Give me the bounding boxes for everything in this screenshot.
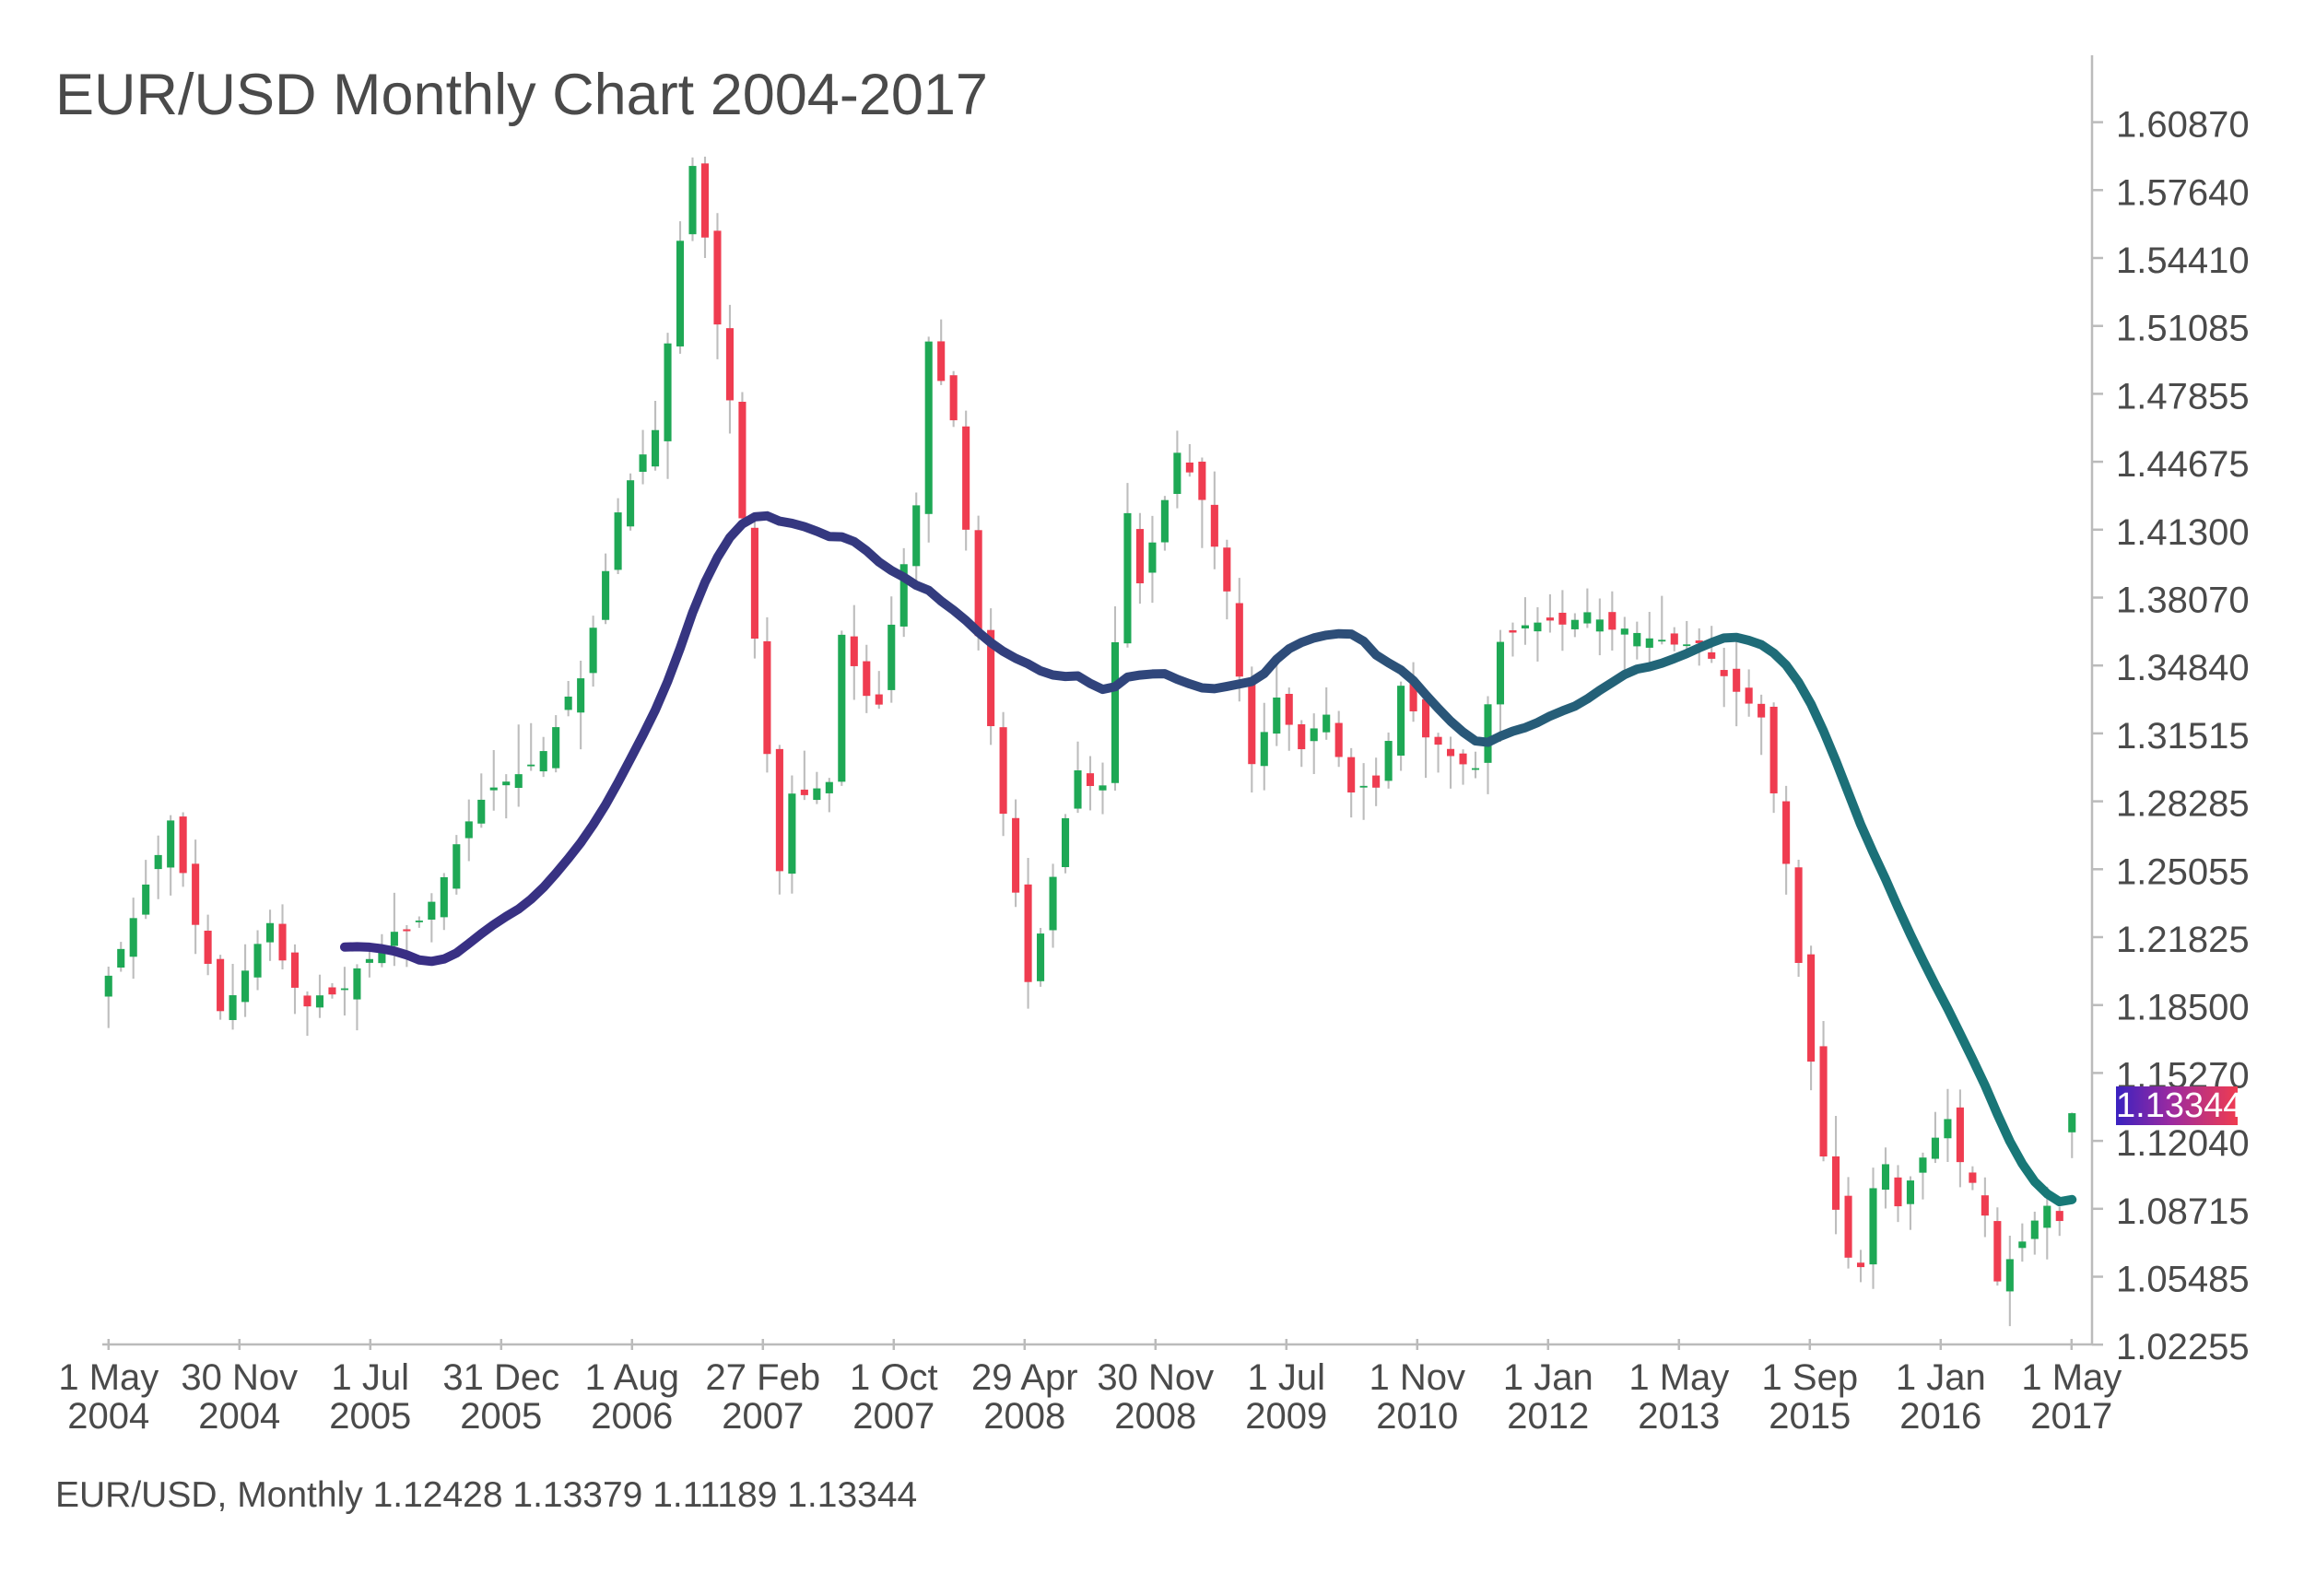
svg-text:1.41300: 1.41300 [2116,512,2250,553]
svg-text:2006: 2006 [591,1396,673,1437]
svg-text:1 Nov: 1 Nov [1369,1357,1466,1398]
svg-text:2005: 2005 [329,1396,411,1437]
svg-text:1.38070: 1.38070 [2116,581,2250,621]
svg-text:1.51085: 1.51085 [2116,309,2250,349]
svg-text:1 Jul: 1 Jul [1248,1357,1326,1398]
svg-text:1.18500: 1.18500 [2116,988,2250,1028]
svg-text:1 Jan: 1 Jan [1896,1357,1986,1398]
svg-text:1.34840: 1.34840 [2116,648,2250,688]
svg-text:30 Nov: 30 Nov [181,1357,298,1398]
svg-text:1 Jul: 1 Jul [332,1357,410,1398]
svg-text:1.05485: 1.05485 [2116,1260,2250,1300]
svg-text:1 May: 1 May [1628,1357,1729,1398]
svg-text:1.54410: 1.54410 [2116,241,2250,281]
svg-text:1.28285: 1.28285 [2116,784,2250,825]
svg-text:1 Aug: 1 Aug [585,1357,679,1398]
svg-text:2015: 2015 [1769,1396,1851,1437]
svg-text:1.57640: 1.57640 [2116,172,2250,213]
svg-text:1 May: 1 May [2021,1357,2122,1398]
svg-text:2004: 2004 [67,1396,149,1437]
svg-text:1.44675: 1.44675 [2116,444,2250,485]
svg-text:1.21825: 1.21825 [2116,920,2250,960]
svg-text:1.25055: 1.25055 [2116,851,2250,892]
svg-text:1 Jan: 1 Jan [1503,1357,1593,1398]
svg-text:2009: 2009 [1245,1396,1327,1437]
svg-text:1.12040: 1.12040 [2116,1123,2250,1164]
svg-text:2012: 2012 [1507,1396,1589,1437]
svg-text:1.47855: 1.47855 [2116,376,2250,417]
svg-text:1.08715: 1.08715 [2116,1191,2250,1232]
svg-text:2004: 2004 [198,1396,280,1437]
svg-text:1.31515: 1.31515 [2116,716,2250,757]
svg-text:1.60870: 1.60870 [2116,105,2250,146]
svg-text:1 Sep: 1 Sep [1762,1357,1859,1398]
svg-text:2007: 2007 [852,1396,935,1437]
svg-text:31 Dec: 31 Dec [442,1357,559,1398]
svg-text:2005: 2005 [460,1396,542,1437]
svg-text:1.02255: 1.02255 [2116,1327,2250,1367]
svg-text:2010: 2010 [1376,1396,1458,1437]
svg-text:29 Apr: 29 Apr [971,1357,1078,1398]
svg-text:1 Oct: 1 Oct [850,1357,938,1398]
svg-text:2007: 2007 [722,1396,804,1437]
svg-text:27 Feb: 27 Feb [706,1357,821,1398]
svg-text:30 Nov: 30 Nov [1097,1357,1214,1398]
svg-text:2017: 2017 [2030,1396,2112,1437]
svg-text:2013: 2013 [1638,1396,1720,1437]
svg-text:2008: 2008 [1114,1396,1196,1437]
svg-text:1 May: 1 May [58,1357,159,1398]
svg-text:2008: 2008 [983,1396,1065,1437]
svg-text:2016: 2016 [1899,1396,1981,1437]
